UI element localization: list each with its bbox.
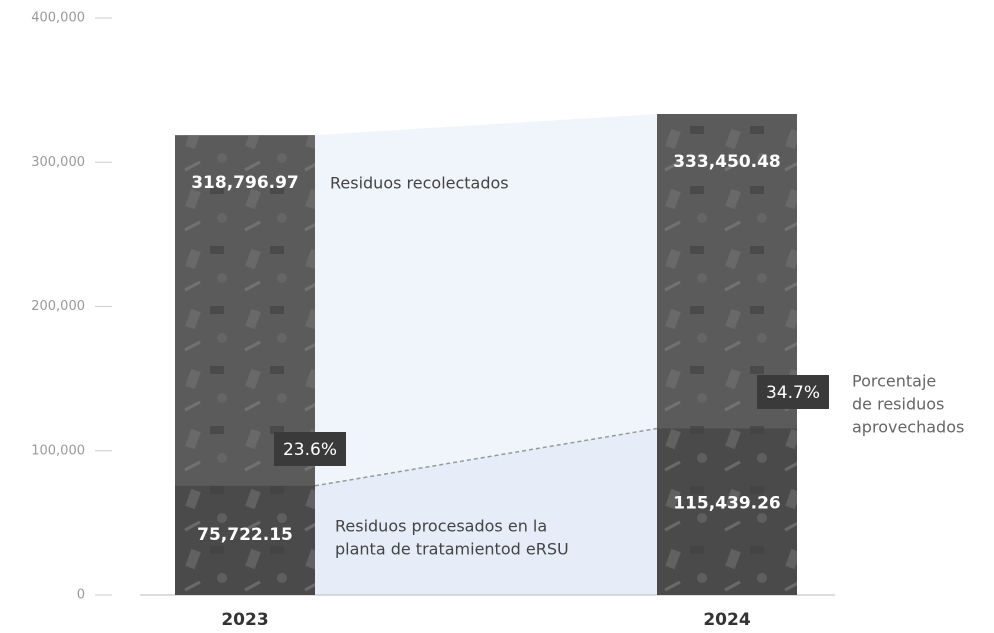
share-label: 34.7% [766,383,820,403]
y-tick-label: 0 [77,588,85,603]
value-label: 75,722.15 [197,525,293,545]
value-label: 318,796.97 [191,173,299,193]
y-tick-label: 400,000 [31,11,85,26]
x-tick-label: 2024 [703,610,750,630]
value-label: 333,450.48 [673,152,781,172]
annotation: Residuos recolectados [330,174,509,193]
share-box [757,375,829,409]
x-tick-label: 2023 [221,610,268,630]
annotation: Porcentaje [852,372,936,391]
value-label: 115,439.26 [673,493,781,513]
annotation: planta de tratamientod eRSU [335,540,569,559]
y-tick-label: 200,000 [31,299,85,314]
background-layer [315,113,657,595]
processed-trend [314,427,658,487]
annotation: de residuos [852,395,944,414]
bar-texture [175,485,315,595]
processed-connector-area [315,428,657,595]
y-tick-label: 100,000 [31,443,85,458]
share-box [274,432,346,466]
bar-texture [657,428,797,595]
y-tick-label: 300,000 [31,155,85,170]
share-label: 23.6% [283,440,337,460]
annotation: Residuos procesados en la [335,517,547,536]
annotation: aprovechados [852,418,964,437]
